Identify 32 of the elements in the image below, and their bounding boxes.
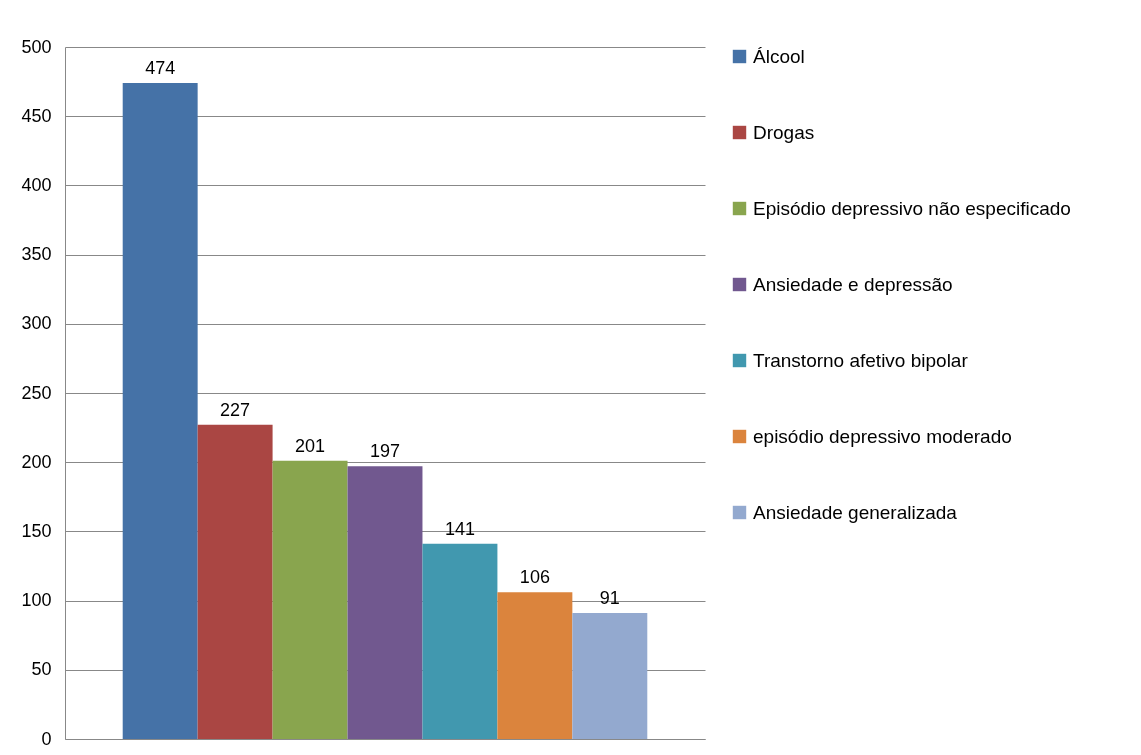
bar <box>497 592 573 739</box>
bar <box>572 613 648 739</box>
y-tick-label: 350 <box>21 244 52 265</box>
bar <box>422 543 498 739</box>
data-label: 474 <box>145 57 176 78</box>
bar <box>197 424 273 739</box>
y-tick-label: 150 <box>21 520 52 541</box>
y-tick-label: 500 <box>21 36 52 57</box>
bar <box>272 460 348 739</box>
legend-label: Álcool <box>753 45 805 67</box>
y-tick-label: 100 <box>21 590 52 611</box>
data-label: 141 <box>444 518 475 539</box>
y-tick-label: 250 <box>21 382 52 403</box>
legend-label: Drogas <box>753 121 815 143</box>
y-tick-label: 0 <box>41 728 52 749</box>
y-tick-label: 200 <box>21 451 52 472</box>
legend-label: episódio depressivo moderado <box>753 425 1012 447</box>
y-tick-label: 400 <box>21 174 52 195</box>
data-label: 227 <box>220 399 251 420</box>
legend-label: Ansiedade generalizada <box>753 501 958 523</box>
legend-label: Ansiedade e depressão <box>753 273 953 295</box>
y-tick-label: 300 <box>21 313 52 334</box>
data-label: 201 <box>295 435 326 456</box>
y-tick-label: 50 <box>31 659 52 680</box>
bar <box>347 466 423 739</box>
y-tick-label: 450 <box>21 105 52 126</box>
data-label: 106 <box>519 567 550 588</box>
data-label: 91 <box>599 588 620 609</box>
legend-label: Episódio depressivo não especificado <box>753 197 1071 219</box>
data-label: 197 <box>369 441 401 462</box>
bar <box>122 82 198 739</box>
legend-label: Transtorno afetivo bipolar <box>753 349 969 371</box>
